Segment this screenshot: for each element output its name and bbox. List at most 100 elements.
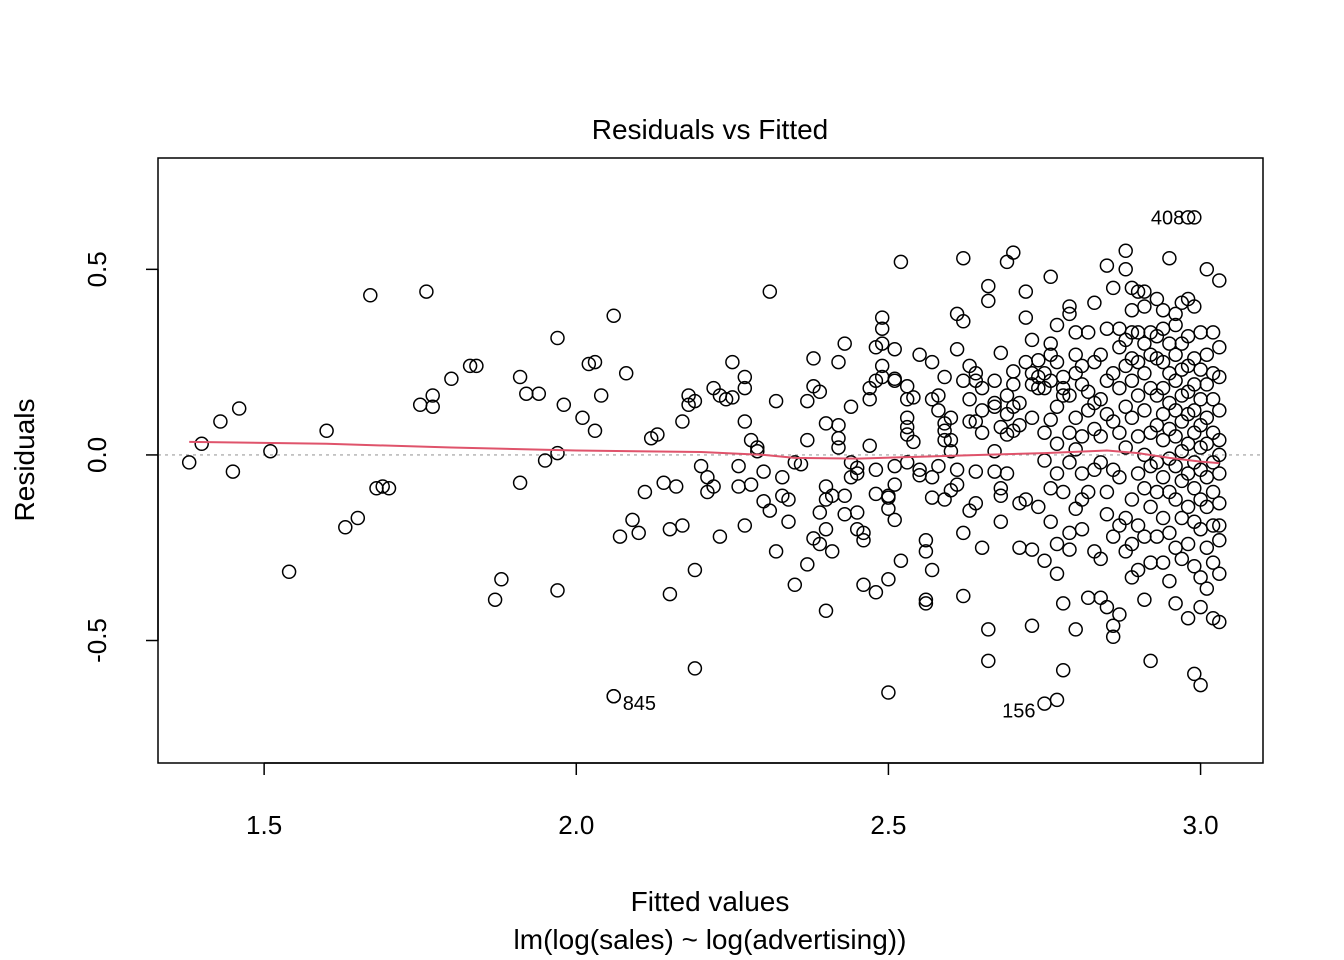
x-tick-label: 3.0 (1182, 810, 1218, 840)
data-point (1006, 377, 1021, 392)
data-point (1112, 380, 1127, 396)
data-point (338, 520, 353, 535)
data-point (1212, 518, 1227, 533)
data-point (1024, 542, 1040, 557)
data-point (1124, 410, 1140, 426)
data-point (1212, 369, 1227, 385)
data-point (662, 521, 678, 537)
data-point (1130, 562, 1146, 578)
data-point (874, 321, 890, 336)
data-point (756, 494, 771, 509)
data-point (1018, 310, 1034, 325)
data-point (587, 423, 603, 439)
data-point (1105, 414, 1121, 429)
data-point (762, 284, 778, 299)
data-point (1155, 469, 1171, 485)
data-point (1055, 662, 1071, 678)
data-point (849, 466, 865, 481)
data-point (375, 479, 390, 494)
data-point (1043, 514, 1058, 529)
data-point (1049, 566, 1065, 581)
data-point (1118, 399, 1133, 414)
data-point (956, 588, 971, 604)
data-point (818, 479, 834, 494)
data-point (1187, 481, 1202, 496)
data-point (843, 399, 859, 414)
data-point (1062, 299, 1077, 314)
data-point (887, 458, 902, 474)
data-point (849, 505, 865, 520)
data-point (1199, 410, 1215, 426)
data-point (1199, 540, 1215, 555)
data-point (887, 373, 902, 388)
x-tick-label: 2.0 (558, 810, 594, 840)
data-point (974, 425, 990, 440)
data-point (862, 392, 877, 407)
data-point (1212, 447, 1227, 463)
data-point (1124, 536, 1140, 552)
y-axis: -0.5 0.0 0.5 (82, 251, 159, 663)
data-point (1212, 466, 1227, 481)
data-point (587, 354, 603, 370)
data-point (637, 484, 653, 500)
data-point (974, 403, 990, 418)
data-point (962, 414, 977, 429)
data-point (768, 393, 784, 409)
data-point (1124, 302, 1140, 318)
data-point (924, 490, 940, 505)
data-point (1018, 284, 1034, 299)
data-point (899, 419, 915, 435)
data-point (831, 354, 846, 370)
data-point (887, 512, 902, 528)
data-point (1024, 618, 1040, 633)
data-point (1105, 629, 1121, 645)
data-point (612, 529, 628, 544)
data-point (1068, 347, 1083, 362)
data-point (956, 250, 971, 266)
data-point (881, 685, 896, 700)
data-point (1118, 510, 1133, 526)
data-point (1174, 551, 1190, 567)
x-tick-label: 2.5 (870, 810, 906, 840)
data-point (1168, 317, 1183, 333)
data-point (1212, 533, 1227, 548)
data-point (1193, 599, 1208, 615)
data-point (987, 373, 1002, 388)
data-point (319, 423, 334, 439)
data-point (1162, 250, 1177, 266)
data-point (1155, 510, 1171, 526)
data-point (818, 603, 834, 619)
data-point (974, 540, 990, 555)
data-point (213, 414, 228, 429)
data-point (1124, 325, 1140, 340)
data-point (1074, 429, 1090, 444)
data-point (1043, 412, 1058, 427)
data-point (1099, 507, 1115, 522)
data-point (931, 458, 946, 474)
data-point (1068, 501, 1083, 517)
data-point (981, 278, 996, 294)
data-point (1205, 518, 1221, 533)
data-point (1049, 466, 1065, 481)
data-point (918, 533, 934, 548)
data-point (1099, 258, 1115, 273)
data-point (800, 557, 815, 572)
data-point (1105, 618, 1121, 633)
data-point (618, 366, 634, 381)
data-point (1149, 484, 1165, 500)
data-point (687, 661, 703, 676)
points-layer (181, 210, 1227, 711)
data-point (962, 392, 977, 407)
data-point (818, 521, 834, 537)
data-point (999, 466, 1015, 481)
data-point (818, 416, 834, 431)
x-tick-label: 1.5 (246, 810, 282, 840)
data-point (1212, 495, 1227, 511)
data-point (1062, 455, 1077, 470)
data-point (537, 453, 553, 468)
data-point (1105, 529, 1121, 544)
data-point (1055, 484, 1071, 500)
data-point (781, 514, 796, 529)
data-point (737, 414, 753, 429)
data-point (556, 397, 572, 413)
